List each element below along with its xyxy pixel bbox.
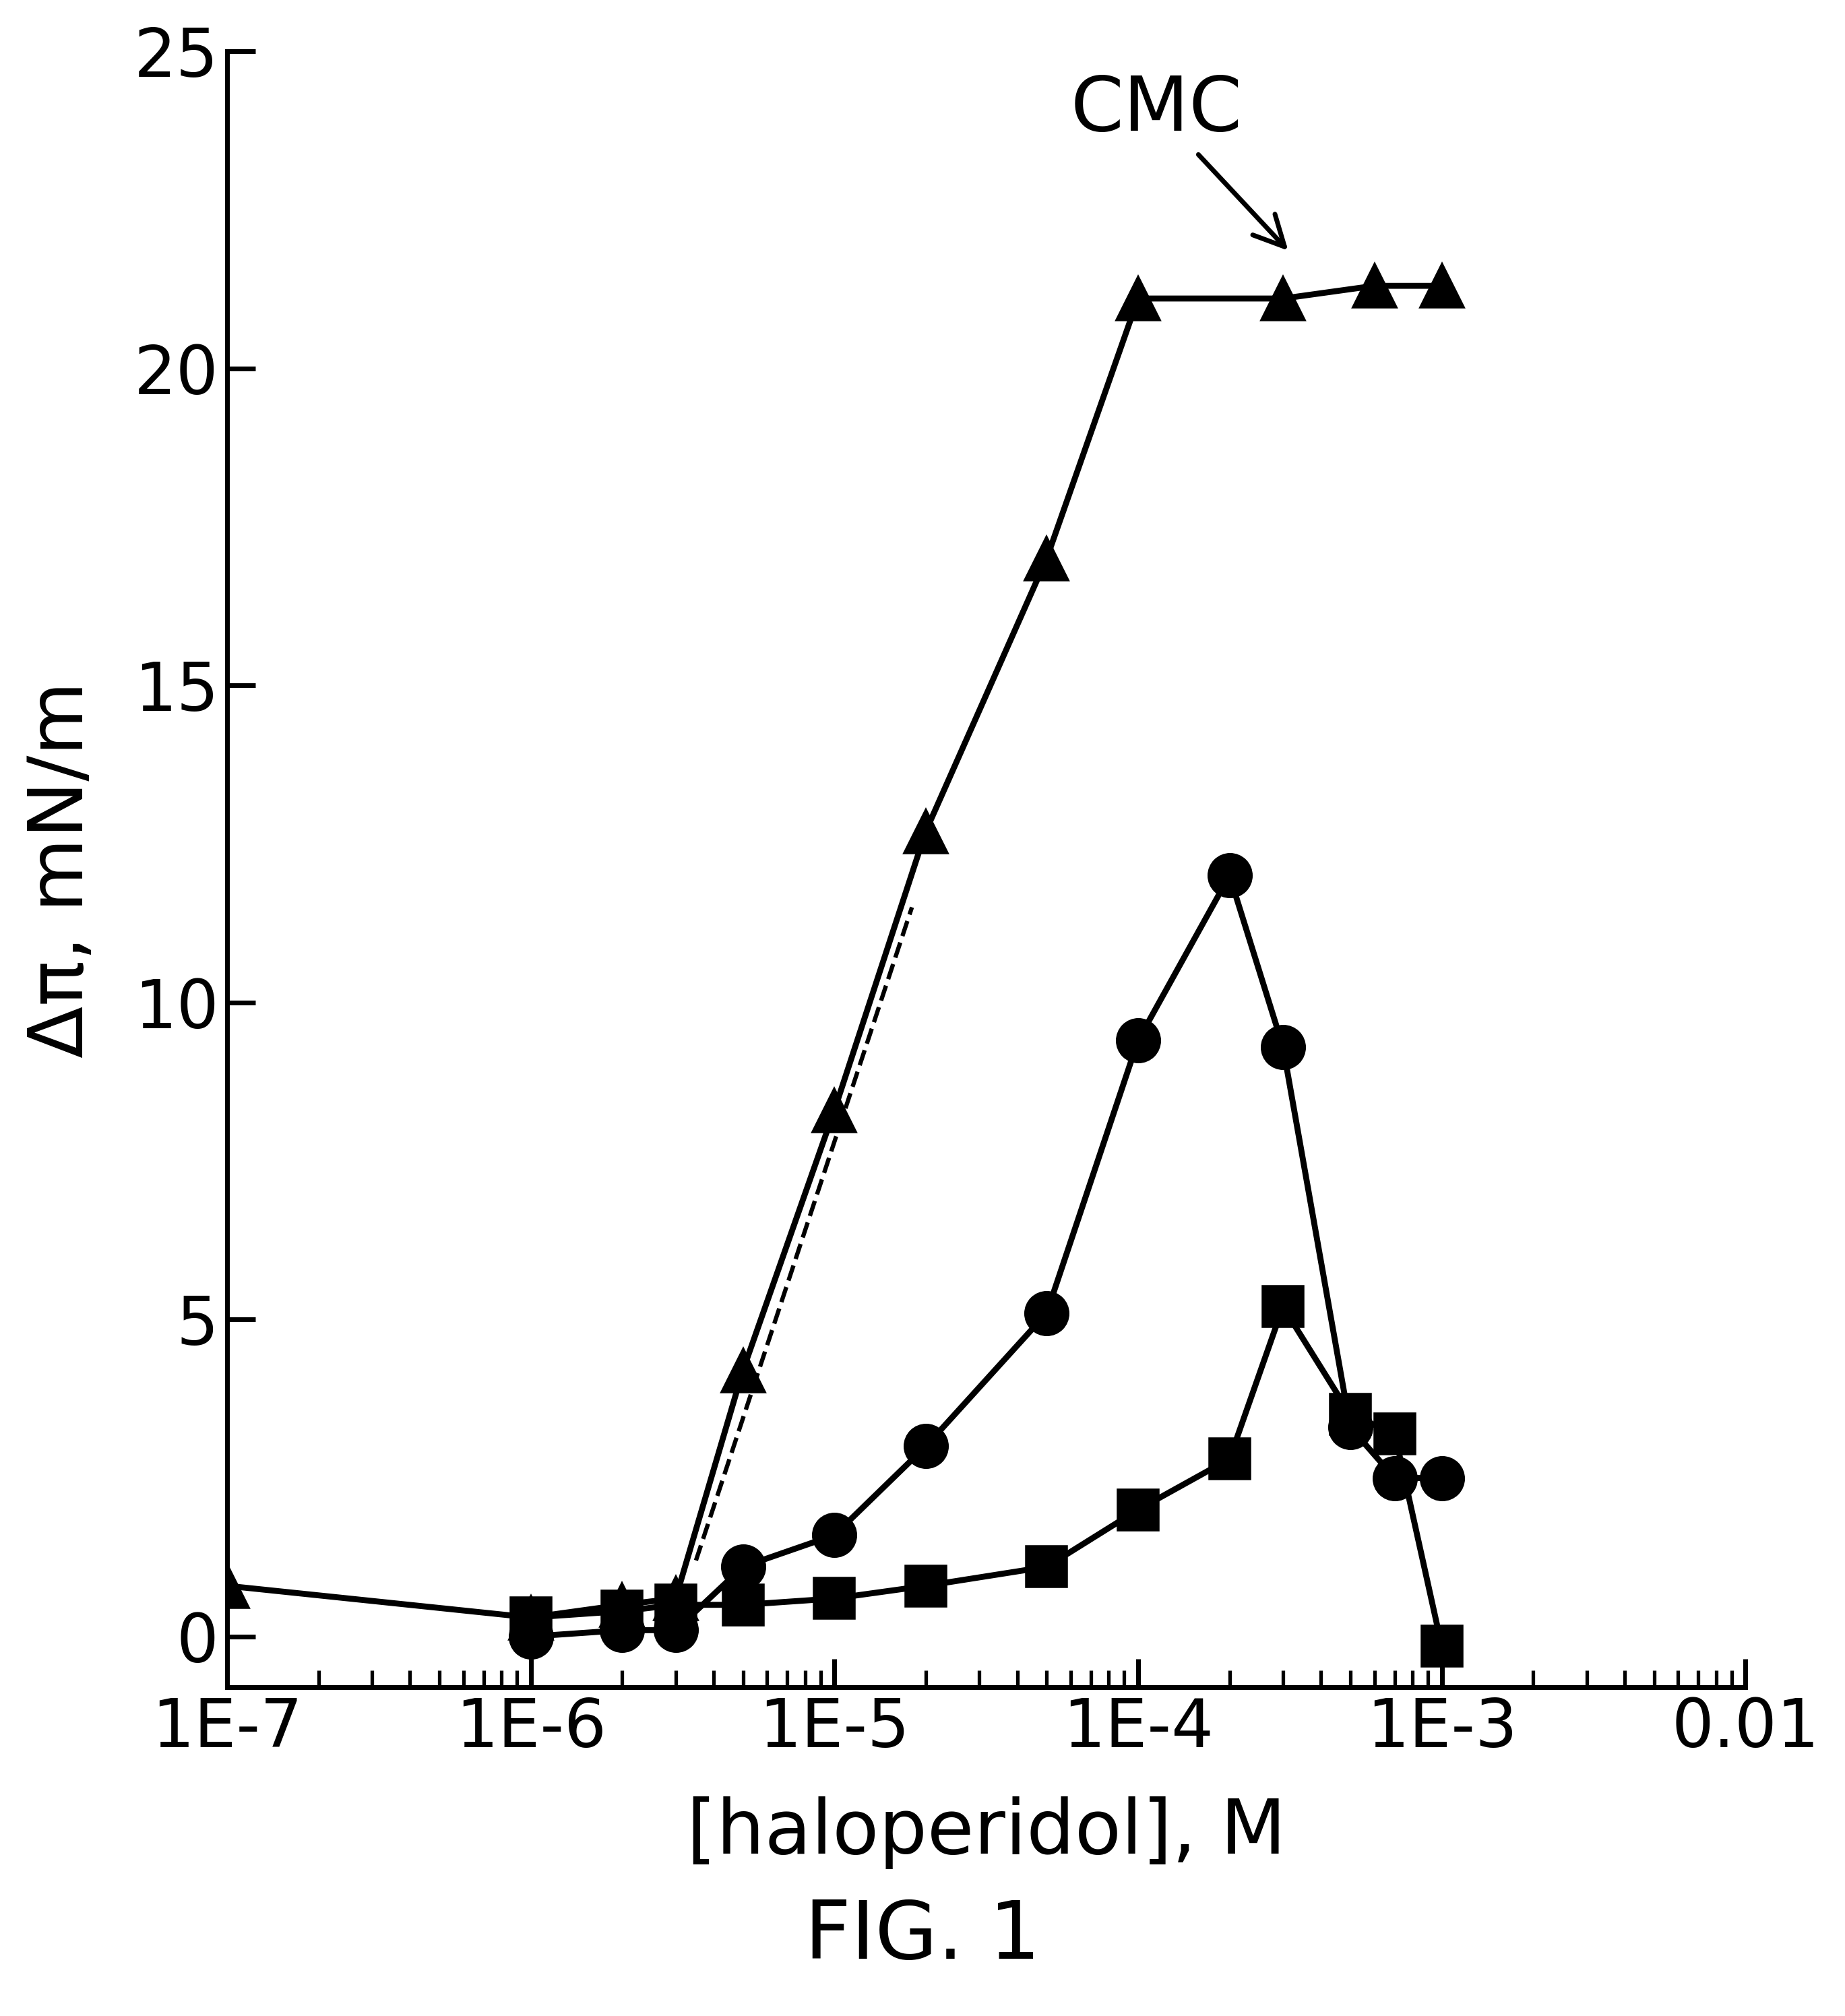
Text: FIG. 1: FIG. 1 — [804, 1897, 1041, 1976]
X-axis label: [haloperidol], M: [haloperidol], M — [686, 1796, 1286, 1869]
Y-axis label: Δπ, mN/m: Δπ, mN/m — [26, 681, 98, 1058]
Text: CMC: CMC — [1070, 75, 1284, 246]
